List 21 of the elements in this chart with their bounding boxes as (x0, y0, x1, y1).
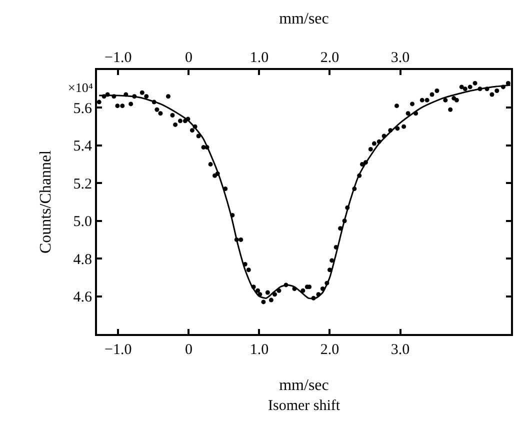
text: Isomer shift (268, 398, 341, 414)
x-tick-label: 2.0 (320, 50, 340, 66)
x-tick-label: −1.0 (104, 50, 132, 66)
x-tick-label: 3.0 (390, 50, 410, 66)
y-tick-label: 5.4 (73, 138, 92, 155)
y-tick-label: 4.8 (73, 252, 92, 268)
y-tick-label: 5.2 (73, 176, 92, 192)
x2-tick-label: 0 (184, 342, 192, 358)
x2-tick-label: −1.0 (104, 342, 132, 358)
x2-tick-label: 1.0 (250, 342, 269, 358)
x2-tick-label: 2.0 (320, 342, 340, 358)
x2-tick-label: 3.0 (390, 342, 410, 358)
x-tick-label: 1.0 (250, 50, 269, 66)
x-tick-label: 0 (184, 50, 192, 66)
text: ×10⁴ (68, 80, 94, 95)
y-axis-title: Counts/Channel (38, 150, 55, 254)
x-axis-title: mm/sec (279, 377, 329, 394)
y-tick-label: 5.6 (73, 100, 92, 117)
y-tick-label: 5.0 (73, 214, 92, 230)
x2-axis-title: mm/sec (279, 10, 329, 28)
y-tick-label: 4.6 (73, 290, 92, 306)
